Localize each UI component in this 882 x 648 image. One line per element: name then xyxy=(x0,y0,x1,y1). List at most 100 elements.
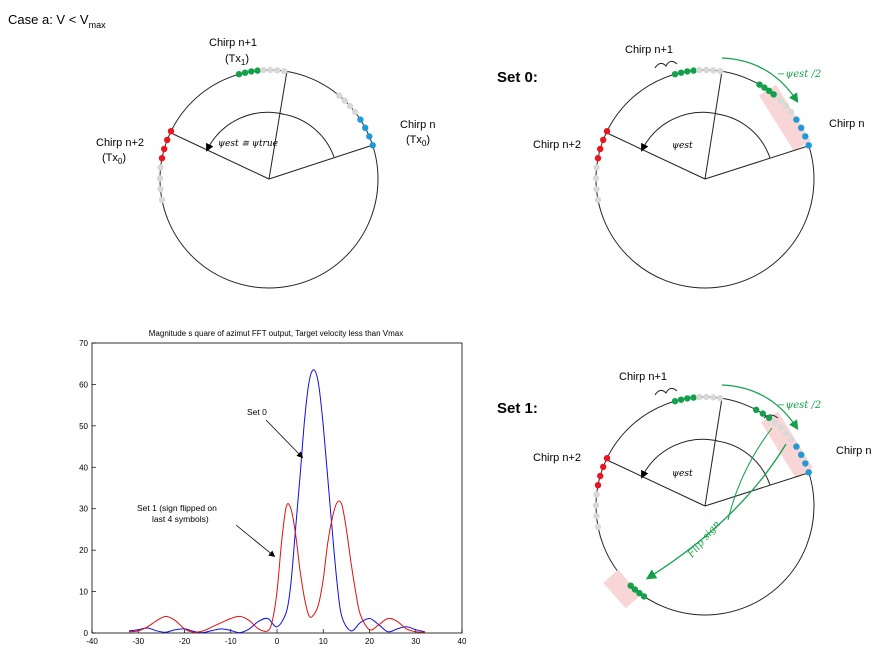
gray-dot xyxy=(717,67,724,75)
chirp-n-label: Chirp n xyxy=(836,445,871,457)
gray-dot xyxy=(346,102,354,110)
green-dot xyxy=(684,68,691,75)
angle-arc-psi xyxy=(641,438,719,479)
chirp-n1-label: Chirp n+1 xyxy=(619,371,667,383)
gray-dot xyxy=(696,393,703,401)
blue-dot xyxy=(802,460,809,467)
gray-dot xyxy=(593,164,600,171)
y-tick-label: 30 xyxy=(79,505,88,514)
radius-n2 xyxy=(606,132,706,180)
blue-dot xyxy=(805,469,812,476)
red-dot xyxy=(603,455,611,462)
radius-n1 xyxy=(268,70,288,180)
x-tick-label: -40 xyxy=(86,637,98,646)
gray-dot xyxy=(157,164,164,171)
chirp-n1-label: Chirp n+1 xyxy=(209,37,257,49)
arc-label: −ψest /2 xyxy=(777,400,821,411)
gray-dot xyxy=(771,419,779,426)
x-tick-label: 40 xyxy=(458,637,467,646)
annotation-arrow-set1 xyxy=(235,524,276,558)
phase-dots xyxy=(156,66,376,203)
gray-dot xyxy=(593,185,600,193)
radius-n1 xyxy=(704,397,723,507)
angle-arc-small xyxy=(281,113,335,158)
gray-dot xyxy=(351,108,359,116)
green-dot xyxy=(248,68,255,75)
green-flipped-dot xyxy=(627,582,634,589)
chart-axes: -40 -30 -20 -10 0 10 20 30 40 0 10 20 30 40 50 60 70 xyxy=(79,339,467,646)
annotation-set1-line2: last 4 symbols) xyxy=(152,514,209,524)
gray-dot xyxy=(703,66,710,74)
red-dot xyxy=(597,472,604,480)
gray-dot xyxy=(341,97,348,104)
red-dot xyxy=(167,128,175,135)
blue-dot xyxy=(805,142,812,149)
green-flipped-dot xyxy=(640,593,648,600)
green-flipped-dot xyxy=(636,589,643,597)
brace xyxy=(654,387,678,396)
green-dot xyxy=(671,398,679,405)
arc-label: −ψest /2 xyxy=(777,69,821,80)
green-shift-dot xyxy=(765,414,773,421)
green-dot xyxy=(677,396,685,403)
x-tick-label: 10 xyxy=(319,637,328,646)
flip-sign-label: Flip sign xyxy=(685,519,722,561)
red-dot xyxy=(594,155,602,162)
phase-dots xyxy=(592,66,812,203)
gray-dot xyxy=(274,67,281,74)
annotation-arrow-set0 xyxy=(265,419,304,459)
flipped-highlight xyxy=(603,569,641,609)
highlight-box xyxy=(759,84,811,152)
red-dot xyxy=(603,128,611,135)
green-dot xyxy=(677,69,685,76)
green-dot xyxy=(684,395,691,402)
chart-series xyxy=(128,369,426,634)
angle-arc-psi xyxy=(206,111,284,152)
psi-label: ψest ≅ ψtrue xyxy=(218,139,278,149)
green-shift-dot xyxy=(770,91,777,98)
chirp-n2-label: Chirp n+2 xyxy=(533,452,581,464)
blue-dot xyxy=(798,124,805,131)
panel-set1: Set 1: ψest −ψest /2 Flip sign Chirp n+1… xyxy=(497,371,871,616)
green-dot xyxy=(671,71,679,78)
case-label: Case a: V < Vmax xyxy=(8,12,106,30)
red-dot xyxy=(158,155,166,162)
gray-dot xyxy=(594,523,602,530)
gray-dot xyxy=(158,196,166,203)
x-tick-label: -10 xyxy=(225,637,237,646)
chirp-n-label: Chirp n xyxy=(400,119,435,131)
flip-guide-line xyxy=(727,427,773,521)
blue-dot xyxy=(366,133,373,140)
gray-dot xyxy=(782,429,790,437)
y-tick-label: 60 xyxy=(79,380,88,389)
y-tick-label: 0 xyxy=(84,629,89,638)
psi-label: ψest xyxy=(672,469,693,479)
red-dot xyxy=(161,145,168,153)
x-tick-label: -30 xyxy=(132,637,144,646)
panel-case-a: ψest ≅ ψtrue Chirp n+1 (Tx1) Chirp n+2 (… xyxy=(96,37,435,289)
gray-dot xyxy=(157,185,164,193)
chirp-n2-label: Chirp n+2 xyxy=(533,139,581,151)
y-tick-label: 10 xyxy=(79,588,88,597)
green-shift-dot xyxy=(759,410,766,417)
chirp-n1-tx: (Tx1) xyxy=(225,53,249,67)
blue-dot xyxy=(369,142,376,149)
gray-dot xyxy=(696,66,703,74)
red-dot xyxy=(600,463,607,471)
gray-dot xyxy=(710,394,717,401)
angle-arc-small xyxy=(716,440,771,486)
radius-n xyxy=(268,144,374,180)
gray-dot xyxy=(782,102,790,110)
chirp-n1-label: Chirp n+1 xyxy=(625,44,673,56)
annotation-set0: Set 0 xyxy=(247,407,267,417)
chirp-n-label: Chirp n xyxy=(829,118,864,130)
gray-dot xyxy=(260,66,267,74)
gray-dot xyxy=(281,67,288,75)
blue-dot xyxy=(802,133,809,140)
angle-arc-psi xyxy=(641,111,719,152)
green-dot xyxy=(254,67,261,74)
blue-dot xyxy=(357,116,364,123)
blue-dot xyxy=(798,451,805,458)
set0-title: Set 0: xyxy=(497,69,538,86)
